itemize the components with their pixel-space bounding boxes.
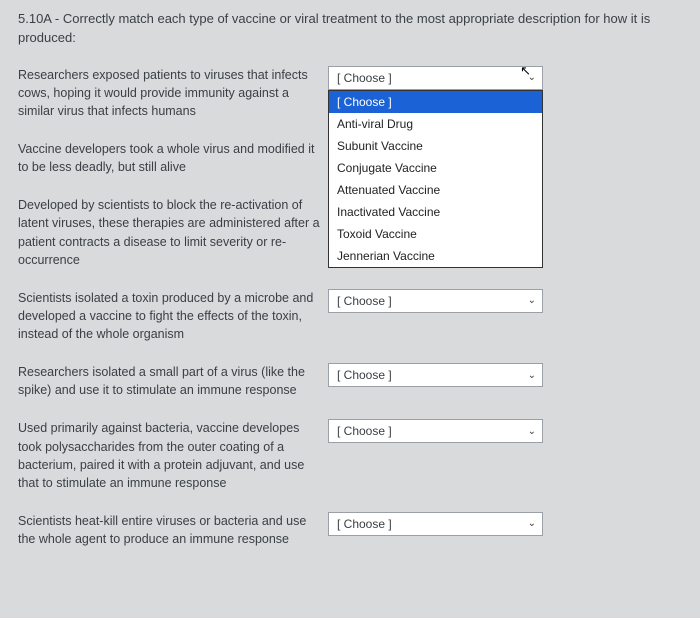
select-label: [ Choose ] bbox=[337, 368, 392, 382]
select-wrap: [ Choose ] ⌄ bbox=[328, 363, 543, 387]
vaccine-select[interactable]: [ Choose ] ⌄ bbox=[328, 66, 543, 90]
select-label: [ Choose ] bbox=[337, 71, 392, 85]
question-container: 5.10A - Correctly match each type of vac… bbox=[0, 0, 700, 548]
dropdown-option[interactable]: Toxoid Vaccine bbox=[329, 223, 542, 245]
chevron-down-icon: ⌄ bbox=[528, 518, 536, 529]
question-header: 5.10A - Correctly match each type of vac… bbox=[18, 10, 682, 48]
matching-row: Used primarily against bacteria, vaccine… bbox=[18, 419, 682, 492]
prompt-text: Researchers exposed patients to viruses … bbox=[18, 66, 320, 120]
select-wrap: [ Choose ] ⌄ bbox=[328, 419, 543, 443]
matching-row: Scientists heat-kill entire viruses or b… bbox=[18, 512, 682, 548]
vaccine-select[interactable]: [ Choose ] ⌄ bbox=[328, 512, 543, 536]
matching-row: Scientists isolated a toxin produced by … bbox=[18, 289, 682, 343]
select-label: [ Choose ] bbox=[337, 424, 392, 438]
question-text: - Correctly match each type of vaccine o… bbox=[18, 11, 650, 45]
select-label: [ Choose ] bbox=[337, 517, 392, 531]
prompt-text: Vaccine developers took a whole virus an… bbox=[18, 140, 320, 176]
select-label: [ Choose ] bbox=[337, 294, 392, 308]
dropdown-option[interactable]: Anti-viral Drug bbox=[329, 113, 542, 135]
select-wrap: [ Choose ] ⌄ bbox=[328, 512, 543, 536]
chevron-down-icon: ⌄ bbox=[528, 72, 536, 83]
dropdown-option[interactable]: [ Choose ] bbox=[329, 91, 542, 113]
dropdown-list[interactable]: [ Choose ]Anti-viral DrugSubunit Vaccine… bbox=[328, 90, 543, 268]
dropdown-option[interactable]: Subunit Vaccine bbox=[329, 135, 542, 157]
vaccine-select[interactable]: [ Choose ] ⌄ bbox=[328, 419, 543, 443]
select-wrap: [ Choose ]⌄↖[ Choose ]Anti-viral DrugSub… bbox=[328, 66, 543, 90]
dropdown-option[interactable]: Conjugate Vaccine bbox=[329, 157, 542, 179]
prompt-text: Researchers isolated a small part of a v… bbox=[18, 363, 320, 399]
vaccine-select[interactable]: [ Choose ] ⌄ bbox=[328, 363, 543, 387]
matching-row: Researchers exposed patients to viruses … bbox=[18, 66, 682, 120]
question-number: 5.10A bbox=[18, 11, 51, 26]
dropdown-option[interactable]: Attenuated Vaccine bbox=[329, 179, 542, 201]
chevron-down-icon: ⌄ bbox=[528, 426, 536, 437]
chevron-down-icon: ⌄ bbox=[528, 370, 536, 381]
matching-rows: Researchers exposed patients to viruses … bbox=[18, 66, 682, 549]
select-wrap: [ Choose ] ⌄ bbox=[328, 289, 543, 313]
chevron-down-icon: ⌄ bbox=[528, 295, 536, 306]
prompt-text: Scientists isolated a toxin produced by … bbox=[18, 289, 320, 343]
prompt-text: Used primarily against bacteria, vaccine… bbox=[18, 419, 320, 492]
dropdown-option[interactable]: Jennerian Vaccine bbox=[329, 245, 542, 267]
vaccine-select[interactable]: [ Choose ] ⌄ bbox=[328, 289, 543, 313]
prompt-text: Scientists heat-kill entire viruses or b… bbox=[18, 512, 320, 548]
prompt-text: Developed by scientists to block the re-… bbox=[18, 196, 320, 269]
dropdown-option[interactable]: Inactivated Vaccine bbox=[329, 201, 542, 223]
matching-row: Researchers isolated a small part of a v… bbox=[18, 363, 682, 399]
